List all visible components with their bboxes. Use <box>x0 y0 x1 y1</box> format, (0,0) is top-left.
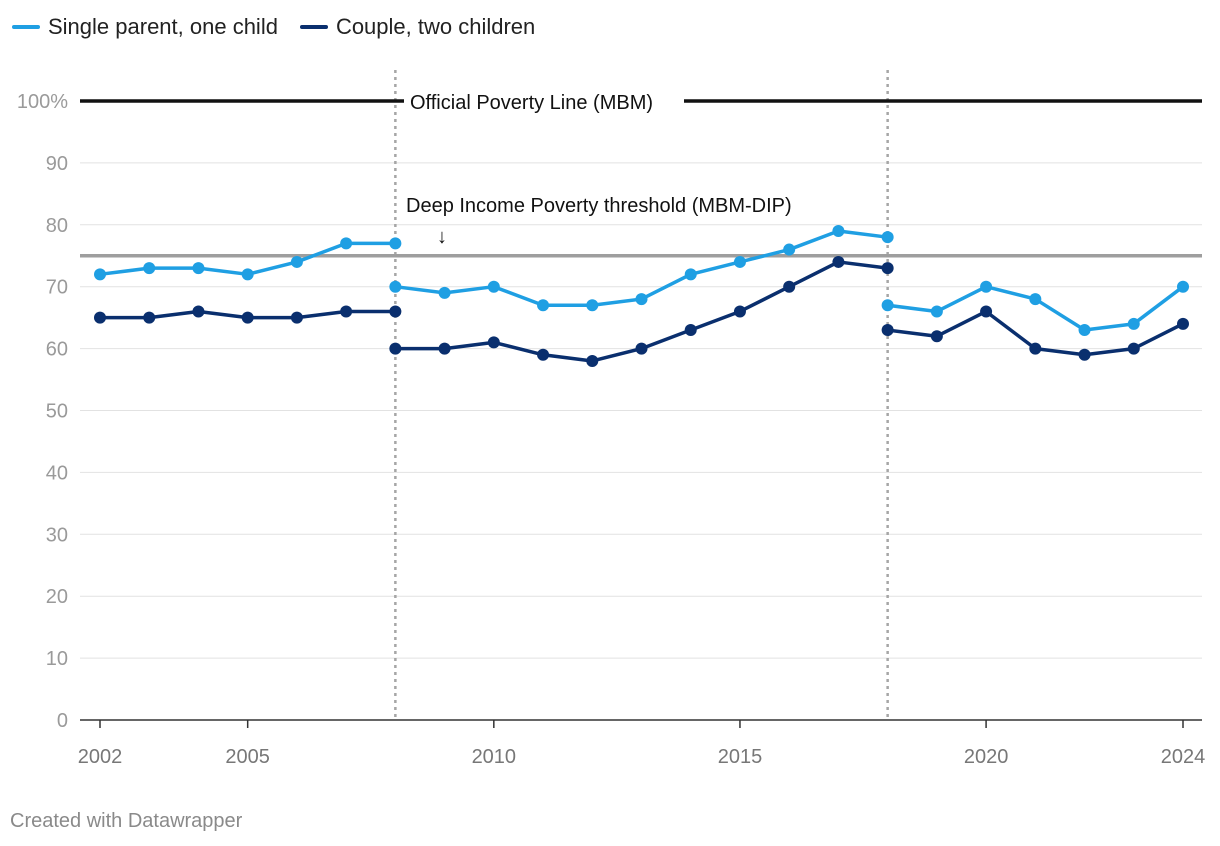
y-tick-label-50: 50 <box>46 401 68 423</box>
data-point-couple-two-children-2010-seg2 <box>487 336 500 349</box>
data-point-couple-two-children-2016-seg2 <box>783 280 796 293</box>
data-point-couple-two-children-2008-seg1 <box>389 305 402 318</box>
data-point-couple-two-children-2024-seg3 <box>1177 317 1189 330</box>
data-point-couple-two-children-2011-seg2 <box>537 348 550 361</box>
data-point-single-parent-one-child-2019-seg3 <box>930 305 943 318</box>
x-tick-label-2024: 2024 <box>1161 746 1206 768</box>
data-point-couple-two-children-2022-seg3 <box>1078 348 1091 361</box>
data-point-single-parent-one-child-2008-seg1 <box>389 237 402 250</box>
legend-label-couple: Couple, two children <box>335 14 536 39</box>
data-point-single-parent-one-child-2017-seg2 <box>832 224 845 237</box>
data-point-couple-two-children-2021-seg3 <box>1029 342 1042 355</box>
data-point-couple-two-children-2018-seg2 <box>881 262 894 275</box>
data-point-single-parent-one-child-2022-seg3 <box>1078 324 1091 337</box>
legend-swatch-couple <box>299 25 328 29</box>
y-tick-label-100: 100% <box>17 91 68 113</box>
data-point-couple-two-children-2020-seg3 <box>980 305 993 318</box>
data-point-couple-two-children-2005-seg1 <box>241 311 254 324</box>
legend-swatch-single-parent <box>12 25 40 29</box>
legend-item-couple: Couple, two children <box>299 14 536 40</box>
data-point-single-parent-one-child-2003-seg1 <box>143 262 156 275</box>
y-tick-label-30: 30 <box>46 524 68 546</box>
data-point-single-parent-one-child-2021-seg3 <box>1029 293 1042 306</box>
x-tick-label-2005: 2005 <box>225 746 270 768</box>
legend-item-single-parent: Single parent, one child <box>12 14 278 40</box>
deep-poverty-threshold-arrow: ↓ <box>437 226 447 248</box>
y-tick-label-60: 60 <box>46 339 68 361</box>
data-point-couple-two-children-2008-seg2 <box>389 342 402 355</box>
x-tick-label-2002: 2002 <box>78 746 123 768</box>
data-point-couple-two-children-2018-seg3 <box>881 324 894 337</box>
data-point-couple-two-children-2012-seg2 <box>586 354 599 367</box>
data-point-single-parent-one-child-2024-seg3 <box>1177 280 1189 293</box>
y-tick-label-20: 20 <box>46 586 68 608</box>
legend-label-single-parent: Single parent, one child <box>48 14 278 39</box>
data-point-couple-two-children-2009-seg2 <box>438 342 451 355</box>
data-point-single-parent-one-child-2005-seg1 <box>241 268 254 281</box>
data-point-single-parent-one-child-2014-seg2 <box>684 268 697 281</box>
deep-poverty-threshold-label: Deep Income Poverty threshold (MBM-DIP) <box>406 195 792 217</box>
y-tick-label-70: 70 <box>46 277 68 299</box>
legend: Single parent, one child Couple, two chi… <box>12 14 535 40</box>
data-point-single-parent-one-child-2013-seg2 <box>635 293 648 306</box>
data-point-couple-two-children-2004-seg1 <box>192 305 205 318</box>
x-tick-label-2020: 2020 <box>964 746 1009 768</box>
data-point-couple-two-children-2003-seg1 <box>143 311 156 324</box>
data-point-couple-two-children-2017-seg2 <box>832 255 845 268</box>
y-tick-label-40: 40 <box>46 462 68 484</box>
data-point-single-parent-one-child-2008-seg2 <box>389 280 402 293</box>
credit-text: Created with Datawrapper <box>10 810 243 832</box>
data-point-couple-two-children-2007-seg1 <box>340 305 353 318</box>
y-tick-label-80: 80 <box>46 215 68 237</box>
y-tick-label-10: 10 <box>46 648 68 670</box>
data-point-single-parent-one-child-2010-seg2 <box>487 280 500 293</box>
x-tick-label-2015: 2015 <box>718 746 763 768</box>
data-point-single-parent-one-child-2020-seg3 <box>980 280 993 293</box>
data-point-single-parent-one-child-2018-seg2 <box>881 231 894 244</box>
x-tick-label-2010: 2010 <box>472 746 517 768</box>
data-point-couple-two-children-2013-seg2 <box>635 342 648 355</box>
data-point-couple-two-children-2023-seg3 <box>1127 342 1140 355</box>
data-point-single-parent-one-child-2009-seg2 <box>438 286 451 299</box>
y-tick-label-0: 0 <box>57 710 68 732</box>
y-tick-label-90: 90 <box>46 153 68 175</box>
data-point-single-parent-one-child-2002-seg1 <box>94 268 106 281</box>
data-point-single-parent-one-child-2016-seg2 <box>783 243 796 256</box>
data-point-single-parent-one-child-2011-seg2 <box>537 299 550 312</box>
data-point-single-parent-one-child-2006-seg1 <box>290 255 303 268</box>
data-point-single-parent-one-child-2023-seg3 <box>1127 317 1140 330</box>
data-point-single-parent-one-child-2004-seg1 <box>192 262 205 275</box>
official-poverty-line-label: Official Poverty Line (MBM) <box>410 92 653 114</box>
data-point-couple-two-children-2019-seg3 <box>930 330 943 343</box>
data-point-single-parent-one-child-2012-seg2 <box>586 299 599 312</box>
data-point-couple-two-children-2002-seg1 <box>94 311 106 324</box>
data-point-single-parent-one-child-2015-seg2 <box>733 255 746 268</box>
data-point-couple-two-children-2014-seg2 <box>684 324 697 337</box>
data-point-couple-two-children-2015-seg2 <box>733 305 746 318</box>
data-point-single-parent-one-child-2018-seg3 <box>881 299 894 312</box>
data-point-couple-two-children-2006-seg1 <box>290 311 303 324</box>
data-point-single-parent-one-child-2007-seg1 <box>340 237 353 250</box>
